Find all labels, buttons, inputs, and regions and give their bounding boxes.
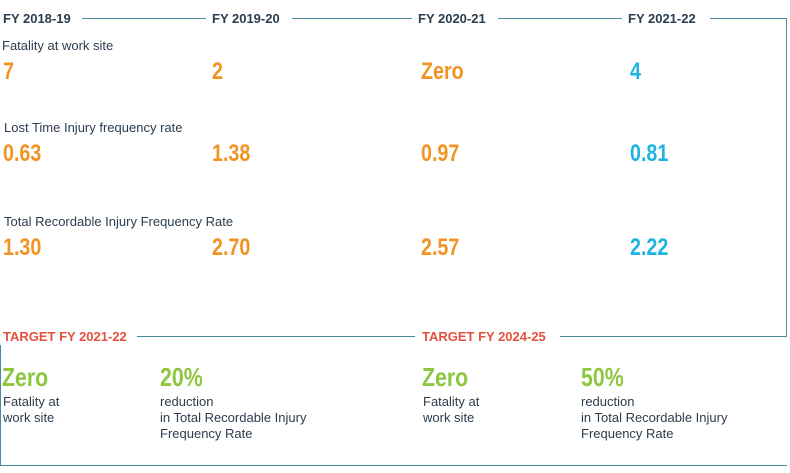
- metric-label-fatality: Fatality at work site: [2, 38, 114, 53]
- metric-value-ltifr-2018-19: 0.63: [3, 140, 42, 167]
- target-line-2: [560, 336, 787, 337]
- header-line-2: [292, 18, 412, 19]
- target-desc-fatality-2021-22: Fatality at work site: [3, 394, 60, 425]
- metric-value-ltifr-2021-22: 0.81: [630, 140, 669, 167]
- right-vertical-line: [786, 18, 787, 336]
- year-header-2020-21: FY 2020-21: [418, 11, 486, 26]
- metric-value-fatality-2018-19: 7: [3, 58, 14, 85]
- metric-value-fatality-2021-22: 4: [630, 58, 641, 85]
- metric-value-trifr-2020-21: 2.57: [421, 234, 460, 261]
- metric-label-trifr: Total Recordable Injury Frequency Rate: [4, 214, 234, 229]
- bottom-line: [0, 465, 787, 466]
- target-value-fatality-2021-22: Zero: [2, 362, 49, 392]
- metric-value-trifr-2019-20: 2.70: [212, 234, 251, 261]
- target-value-fatality-2024-25: Zero: [422, 362, 469, 392]
- target-value-reduction-2024-25: 50%: [581, 362, 624, 392]
- left-vertical-line: [0, 345, 1, 465]
- metric-value-trifr-2018-19: 1.30: [3, 234, 42, 261]
- header-line-3: [498, 18, 622, 19]
- year-header-2019-20: FY 2019-20: [212, 11, 280, 26]
- metric-value-ltifr-2020-21: 0.97: [421, 140, 460, 167]
- metric-value-fatality-2020-21: Zero: [421, 58, 464, 85]
- target-desc-reduction-2021-22: reduction in Total Recordable Injury Fre…: [160, 394, 307, 441]
- metric-label-ltifr: Lost Time Injury frequency rate: [4, 120, 183, 135]
- metric-value-trifr-2021-22: 2.22: [630, 234, 669, 261]
- target-desc-fatality-2024-25: Fatality at work site: [423, 394, 480, 425]
- target-line-1: [137, 336, 415, 337]
- target-title-2021-22: TARGET FY 2021-22: [3, 329, 127, 344]
- metric-value-ltifr-2019-20: 1.38: [212, 140, 251, 167]
- year-header-2018-19: FY 2018-19: [3, 11, 71, 26]
- header-line-1: [82, 18, 206, 19]
- target-value-reduction-2021-22: 20%: [160, 362, 203, 392]
- year-header-2021-22: FY 2021-22: [628, 11, 696, 26]
- target-desc-reduction-2024-25: reduction in Total Recordable Injury Fre…: [581, 394, 728, 441]
- metric-value-fatality-2019-20: 2: [212, 58, 223, 85]
- header-line-4: [710, 18, 786, 19]
- target-title-2024-25: TARGET FY 2024-25: [422, 329, 546, 344]
